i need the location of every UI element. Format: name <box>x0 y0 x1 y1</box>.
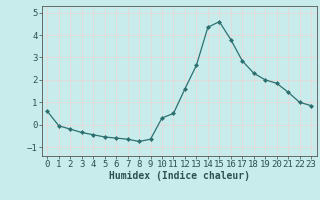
X-axis label: Humidex (Indice chaleur): Humidex (Indice chaleur) <box>109 171 250 181</box>
